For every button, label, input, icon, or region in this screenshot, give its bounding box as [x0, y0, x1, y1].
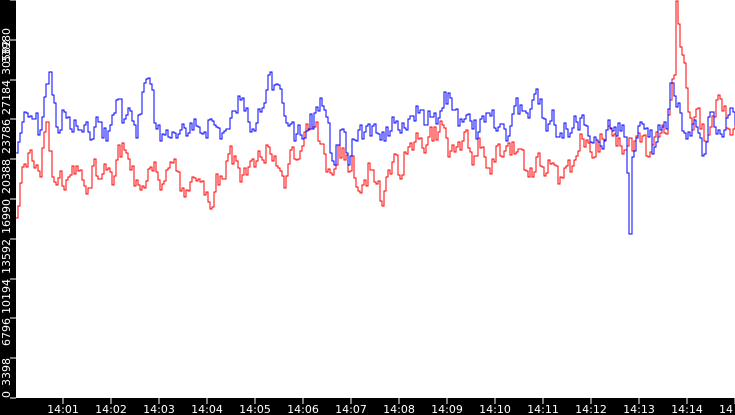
- y-tick-label: 27184: [0, 80, 13, 115]
- x-tick-label: 14:01: [47, 403, 79, 415]
- x-axis: 14:01 14:02 14:03 14:04 14:05 14:06 14:07 14:08…: [47, 398, 735, 415]
- x-tick-label: 14:12: [575, 403, 607, 415]
- x-tick-label: 14:13: [623, 403, 655, 415]
- x-tick-label: 14:05: [239, 403, 271, 415]
- y-tick-label: 23786: [0, 119, 13, 154]
- y-tick-label: 6796: [0, 318, 13, 346]
- x-tick-label: 14:09: [431, 403, 463, 415]
- plot-area: [16, 0, 735, 398]
- x-tick-label: 14:11: [527, 403, 559, 415]
- y-tick-label: 33980: [0, 28, 13, 63]
- y-axis: 0 3398 6796 10194 13592 16990 20388 23786 27184 3…: [0, 0, 16, 399]
- x-tick-label: 14:08: [383, 403, 415, 415]
- series-line-blue: [16, 71, 735, 235]
- y-tick-label: 0: [0, 391, 13, 398]
- x-tick-label: 14:02: [95, 403, 127, 415]
- y-tick-label: 16990: [0, 199, 13, 234]
- x-tick-label: 14:04: [191, 403, 223, 415]
- x-tick-label: 14: [719, 403, 733, 415]
- x-tick-label: 14:06: [287, 403, 319, 415]
- y-tick-label: 13592: [0, 239, 13, 274]
- y-tick-label: 20388: [0, 159, 13, 194]
- y-tick-label: 30582: [0, 40, 13, 75]
- x-tick-label: 14:14: [671, 403, 703, 415]
- x-tick-label: 14:03: [143, 403, 175, 415]
- y-tick-label: 10194: [0, 279, 13, 314]
- x-tick-label: 14:10: [479, 403, 511, 415]
- y-tick-label: 3398: [0, 358, 13, 386]
- series-line-red: [16, 0, 735, 219]
- series-group: [16, 0, 735, 235]
- x-tick-label: 14:07: [335, 403, 367, 415]
